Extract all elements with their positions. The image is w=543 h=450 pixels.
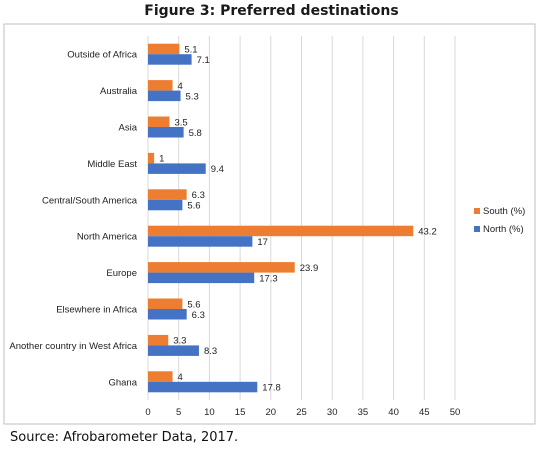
x-tick-label: 25: [296, 407, 307, 418]
data-label: 4: [178, 372, 183, 383]
data-label: 17: [257, 237, 268, 248]
x-tick-label: 35: [358, 407, 369, 418]
bar: [148, 345, 199, 356]
data-label: 5.3: [186, 91, 199, 102]
data-label: 6.3: [192, 310, 205, 321]
bar: [148, 199, 183, 211]
bar: [148, 127, 184, 138]
bar: [148, 309, 187, 320]
data-label: 5.8: [189, 128, 202, 139]
category-label: Outside of Africa: [67, 50, 137, 61]
data-label: 8.3: [204, 346, 217, 357]
data-label: 6.3: [192, 190, 205, 201]
legend-swatch: [474, 226, 480, 232]
legend-label: South (%): [483, 206, 525, 217]
category-label: Asia: [119, 123, 138, 134]
category-label: Elsewhere in Africa: [56, 305, 138, 316]
x-tick-label: 15: [235, 407, 246, 418]
data-label: 1: [159, 154, 164, 165]
bar: [148, 371, 173, 382]
x-tick-label: 30: [327, 407, 338, 418]
data-label: 23.9: [300, 263, 319, 274]
x-tick-label: 50: [450, 407, 461, 418]
bar: [148, 54, 192, 65]
bar: [148, 80, 173, 91]
x-tick-label: 10: [204, 407, 215, 418]
data-label: 5.6: [187, 299, 200, 310]
x-tick-label: 20: [266, 407, 277, 418]
bar: [148, 272, 255, 284]
category-label: North America: [77, 232, 138, 243]
bar: [148, 116, 170, 127]
data-label: 17.8: [262, 383, 281, 394]
data-label: 9.4: [211, 164, 224, 175]
category-label: Central/South America: [42, 195, 138, 206]
bar: [148, 189, 187, 200]
bar: [148, 152, 155, 164]
bar-chart: 0 5 10 15 20 25 30 35 40 45 50 Outside of Africa 5.1…: [3, 23, 536, 425]
category-label: Another country in West Africa: [9, 341, 137, 352]
bar: [148, 334, 169, 346]
data-label: 17.3: [259, 273, 278, 284]
source-note: Source: Afrobarometer Data, 2017.: [10, 430, 239, 445]
bar: [148, 225, 414, 237]
bar: [148, 381, 258, 393]
data-label: 3.5: [174, 117, 187, 128]
legend-label: North (%): [483, 224, 524, 235]
data-label: 5.6: [187, 201, 200, 212]
data-label: 4: [178, 81, 183, 92]
category-label: Australia: [100, 86, 138, 97]
x-tick-label: 0: [145, 407, 150, 418]
data-label: 7.1: [197, 55, 210, 66]
data-label: 5.1: [184, 44, 197, 55]
chart-frame: [3, 23, 536, 425]
legend-swatch: [474, 208, 480, 214]
category-label: Europe: [106, 268, 137, 279]
category-label: Middle East: [87, 159, 137, 170]
bar: [148, 90, 181, 102]
category-label: Ghana: [108, 377, 137, 388]
bar: [148, 262, 295, 273]
bar: [148, 163, 206, 174]
x-tick-label: 40: [388, 407, 399, 418]
data-label: 43.2: [418, 226, 437, 237]
data-label: 3.3: [173, 336, 186, 347]
x-tick-label: 45: [419, 407, 430, 418]
figure-title: Figure 3: Preferred destinations: [144, 3, 399, 19]
bar: [148, 43, 180, 55]
bar: [148, 236, 253, 247]
x-tick-label: 5: [176, 407, 181, 418]
bar: [148, 298, 183, 309]
